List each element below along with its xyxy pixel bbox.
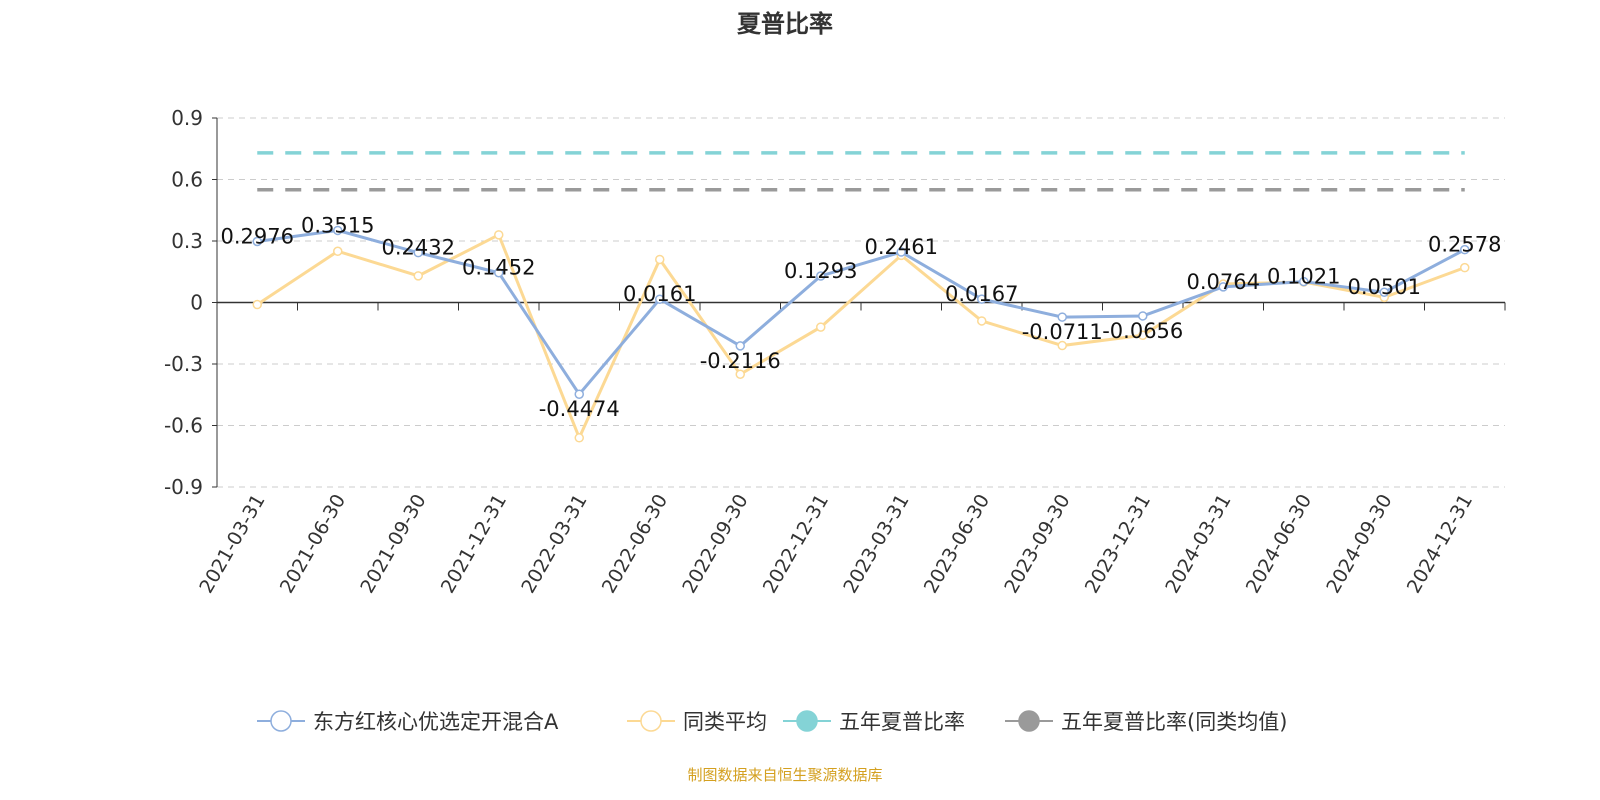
fund-point — [1460, 244, 1470, 255]
legend-label: 五年夏普比率(同类均值) — [1061, 710, 1287, 734]
x-tick-label: 2021-09-30 — [356, 491, 430, 598]
x-tick-label: 2023-03-31 — [839, 491, 913, 598]
data-label: 0.0501 — [1348, 275, 1421, 299]
data-label: 0.3515 — [301, 213, 374, 237]
data-label: -0.4474 — [539, 397, 620, 421]
data-label: 0.2578 — [1428, 233, 1501, 257]
y-tick-label: 0.6 — [171, 168, 203, 192]
peer-average-point — [655, 254, 665, 265]
data-label: 0.1021 — [1267, 265, 1340, 289]
legend-marker-icon — [1018, 710, 1040, 732]
peer-average-point — [735, 369, 745, 379]
y-tick-label: -0.9 — [164, 475, 203, 499]
chart-title: 夏普比率 — [737, 10, 833, 38]
x-tick-label: 2023-09-30 — [1000, 491, 1074, 598]
data-label: 0.1452 — [462, 256, 535, 280]
x-tick-label: 2024-03-31 — [1161, 491, 1235, 598]
peer-average-point — [1138, 330, 1148, 341]
x-tick-label: 2022-06-30 — [598, 491, 672, 598]
data-label: 0.0167 — [945, 282, 1018, 306]
fund-point — [977, 294, 987, 304]
y-tick-label: 0.3 — [171, 229, 203, 253]
fund-point — [1057, 312, 1067, 322]
legend-marker-icon — [796, 710, 818, 732]
data-label: -0.0711 — [1022, 320, 1103, 344]
y-tick-label: 0 — [190, 291, 203, 315]
peer-average-point — [413, 271, 423, 281]
x-tick-label: 2024-06-30 — [1242, 491, 1316, 598]
x-tick-label: 2021-06-30 — [276, 491, 350, 598]
peer-average-point — [574, 433, 584, 443]
y-tick-label: -0.3 — [164, 352, 203, 376]
data-label: -0.0656 — [1102, 319, 1183, 343]
x-tick-label: 2022-12-31 — [759, 491, 833, 598]
legend-marker-icon — [270, 710, 292, 732]
data-label: -0.2116 — [700, 349, 781, 373]
fund-point — [735, 341, 745, 351]
peer-average-point — [333, 246, 343, 256]
data-label: 0.2432 — [382, 236, 455, 260]
fund-point — [1379, 287, 1389, 297]
fund-point — [1299, 276, 1309, 287]
fund-point — [574, 389, 584, 399]
legend-label: 同类平均 — [683, 710, 767, 734]
peer-average-point — [494, 230, 504, 240]
x-tick-label: 2024-09-30 — [1322, 491, 1396, 598]
peer-average-point — [816, 322, 826, 332]
x-tick-label: 2021-12-31 — [437, 491, 511, 598]
source-note: 制图数据来自恒生聚源数据库 — [687, 766, 882, 784]
peer-average-point — [252, 299, 262, 310]
fund-point — [333, 225, 343, 236]
data-label: 0.0161 — [623, 282, 696, 306]
legend-label: 东方红核心优选定开混合A — [313, 710, 559, 734]
peer-average-point — [977, 316, 987, 326]
x-tick-label: 2023-06-30 — [920, 491, 994, 598]
x-tick-label: 2022-09-30 — [678, 491, 752, 598]
fund-point — [896, 247, 906, 257]
x-tick-label: 2023-12-31 — [1081, 491, 1155, 598]
fund-point — [816, 271, 826, 281]
peer-average-point — [1057, 340, 1067, 351]
peer-average-point — [1460, 262, 1470, 273]
fund-point — [655, 294, 665, 304]
data-label: 0.0764 — [1187, 270, 1260, 294]
x-tick-label: 2022-03-31 — [517, 491, 591, 598]
fund-point — [252, 236, 262, 247]
fund-point — [1138, 311, 1148, 321]
legend-label: 五年夏普比率 — [839, 710, 965, 734]
data-label: 0.2461 — [865, 235, 938, 259]
fund-series-line — [257, 228, 1466, 397]
fund-point — [494, 267, 504, 278]
data-label: 0.2976 — [221, 224, 294, 248]
legend-marker-icon — [640, 710, 662, 732]
x-tick-label: 2024-12-31 — [1403, 491, 1477, 598]
y-tick-label: 0.9 — [171, 106, 203, 130]
data-label: 0.1293 — [784, 259, 857, 283]
fund-point — [413, 247, 423, 258]
fund-point — [1218, 282, 1228, 292]
x-tick-label: 2021-03-31 — [195, 491, 269, 598]
y-tick-label: -0.6 — [164, 414, 203, 438]
